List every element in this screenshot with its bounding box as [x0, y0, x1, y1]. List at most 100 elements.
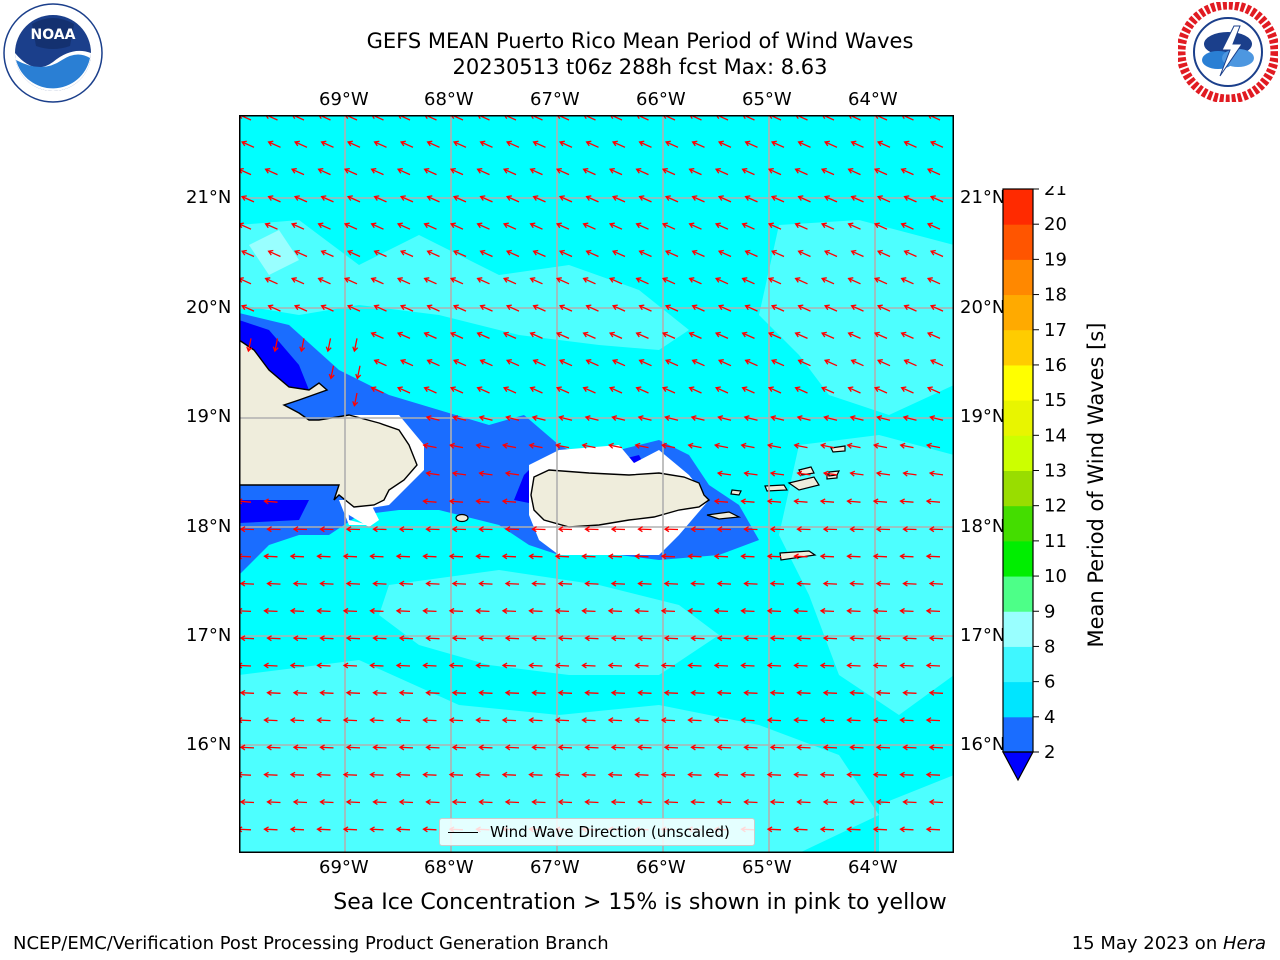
wind-arrow	[584, 799, 599, 806]
wind-arrow	[691, 140, 705, 148]
wind-arrow	[316, 717, 331, 724]
wind-arrow	[451, 744, 467, 751]
wind-arrow	[740, 662, 755, 669]
lon-label-bottom: 65°W	[742, 857, 792, 878]
wind-arrow	[319, 799, 334, 806]
wind-arrow	[478, 415, 493, 421]
wind-arrow	[767, 277, 782, 285]
wind-arrow	[690, 415, 705, 421]
colorbar-swatch	[1003, 400, 1033, 436]
wind-arrow	[714, 331, 729, 339]
wind-arrow	[320, 249, 334, 258]
wind-arrow	[873, 386, 888, 394]
wind-arrow	[528, 771, 543, 778]
lat-label-left: 20°N	[186, 297, 232, 318]
wind-arrow	[346, 195, 361, 203]
wind-arrow	[398, 635, 414, 642]
wind-arrow	[610, 799, 626, 806]
colorbar-swatch	[1003, 224, 1033, 260]
wind-arrow	[239, 580, 255, 587]
wind-arrow	[451, 799, 467, 806]
wind-arrow	[373, 304, 387, 312]
wind-arrow	[558, 249, 573, 258]
graticule	[239, 115, 954, 853]
wind-arrow	[452, 359, 467, 367]
wind-arrow	[532, 359, 546, 367]
wind-arrow	[423, 386, 437, 394]
wind-arrow	[399, 140, 414, 148]
wind-arrow	[872, 498, 888, 505]
wind-arrow	[634, 442, 649, 449]
wind-arrow	[664, 249, 679, 258]
wind-arrow	[452, 249, 467, 258]
wind-arrow	[479, 140, 493, 148]
wind-arrow	[476, 277, 490, 285]
wind-arrow	[370, 222, 384, 230]
wind-arrow	[452, 140, 467, 148]
wind-arrow	[607, 442, 623, 449]
wind-arrow	[448, 553, 464, 560]
colorbar-tick-label: 19	[1044, 249, 1067, 270]
wind-arrow	[929, 249, 944, 258]
wind-arrow	[769, 580, 785, 587]
wind-arrow	[664, 359, 679, 367]
wind-arrow	[531, 689, 546, 696]
wind-arrow	[452, 195, 467, 203]
wind-arrow	[267, 195, 281, 203]
wind-arrow	[713, 662, 729, 669]
wind-arrow	[741, 386, 755, 394]
wind-arrow	[263, 771, 278, 778]
wind-arrow	[342, 553, 358, 560]
lon-label-top: 66°W	[636, 89, 686, 110]
wind-arrow	[608, 386, 623, 394]
wind-arrow	[240, 140, 255, 148]
map-title: GEFS MEAN Puerto Rico Mean Period of Win…	[366, 29, 914, 53]
wind-arrow	[425, 689, 440, 696]
wind-arrow	[688, 167, 702, 176]
wind-arrow	[369, 607, 384, 614]
wind-arrow	[293, 249, 308, 258]
wind-arrow	[660, 662, 676, 669]
wind-arrow	[902, 470, 917, 477]
wind-arrow	[448, 771, 464, 778]
wind-arrow	[272, 338, 279, 353]
wind-arrow	[929, 195, 944, 203]
wind-arrow	[714, 277, 729, 285]
wind-arrow	[900, 277, 914, 285]
wind-arrow	[794, 167, 808, 176]
wind-arrow	[502, 331, 517, 339]
wind-arrow	[875, 689, 891, 696]
wind-arrow	[504, 635, 520, 642]
colorbar-tick-label: 16	[1044, 355, 1067, 376]
wind-arrow	[903, 249, 917, 258]
wind-arrow	[555, 222, 570, 230]
wind-arrow	[713, 717, 729, 724]
wind-arrow	[610, 635, 626, 642]
wind-arrow	[370, 277, 384, 285]
colorbar-tick-label: 15	[1044, 390, 1067, 411]
wind-arrow	[266, 580, 281, 587]
wind-arrow	[529, 331, 543, 339]
wind-arrow	[501, 662, 517, 669]
wind-arrow	[610, 526, 626, 533]
lat-label-right: 19°N	[960, 406, 1006, 427]
wind-arrow	[395, 771, 411, 778]
wind-arrow	[557, 635, 573, 642]
wind-arrow	[637, 799, 652, 806]
wind-arrow	[476, 167, 490, 176]
wind-arrow	[422, 717, 437, 724]
wind-arrow	[317, 222, 331, 230]
wind-arrow	[369, 826, 384, 833]
wind-arrow	[316, 607, 331, 614]
wind-arrow	[554, 662, 570, 669]
wind-arrow	[531, 415, 546, 421]
wind-arrow	[903, 140, 917, 148]
wind-arrow	[925, 498, 941, 505]
colorbar-under-extend	[1001, 751, 1035, 782]
wind-arrow	[872, 771, 888, 778]
wind-arrow	[767, 386, 782, 394]
wind-arrow	[554, 771, 570, 778]
wind-arrow	[585, 140, 599, 148]
wind-arrow	[796, 635, 811, 642]
wind-arrow	[637, 689, 652, 696]
